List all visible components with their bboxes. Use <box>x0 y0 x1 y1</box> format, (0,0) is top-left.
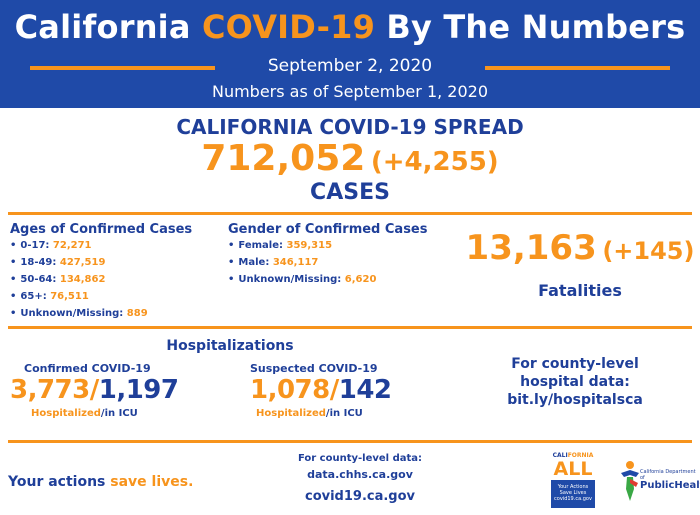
list-item: 50-64: 134,862 <box>10 271 148 288</box>
suspected-caption: Hospitalized/in ICU <box>256 408 363 419</box>
data-as-of: Numbers as of September 1, 2020 <box>211 82 489 101</box>
divider <box>8 440 692 443</box>
suspected-hospitalized: 1,078 <box>250 375 330 405</box>
spread-title: CALIFORNIA COVID-19 SPREAD <box>176 115 524 139</box>
list-item: Unknown/Missing: 889 <box>10 305 147 322</box>
suspected-icu: 142 <box>338 375 392 405</box>
title-accent: COVID-19 <box>201 8 376 46</box>
suspected-label: Suspected COVID-19 <box>250 362 378 375</box>
ages-title: Ages of Confirmed Cases <box>10 222 193 237</box>
list-item: Female: 359,315 <box>228 237 376 254</box>
cdph-figure-icon <box>621 461 639 501</box>
confirmed-icu: 1,197 <box>98 375 179 405</box>
cdph-logo: California Department of PublicHealth <box>618 455 700 510</box>
confirmed-hospitalized: 3,773 <box>10 375 90 405</box>
hospital-link[interactable]: bit.ly/hospitalsca <box>507 392 643 408</box>
fatalities-delta: (+145) <box>602 237 695 265</box>
fatalities-label: Fatalities <box>538 281 622 300</box>
confirmed-figures: 3,773/1,197 <box>10 375 179 405</box>
county-data-link[interactable]: data.chhs.ca.gov <box>307 468 413 481</box>
cases-label: CASES <box>310 180 390 205</box>
hospitalizations-title: Hospitalizations <box>166 338 294 354</box>
list-item: 18-49: 427,519 <box>10 254 148 271</box>
header-banner: California COVID-19 By The Numbers Septe… <box>0 0 700 108</box>
divider <box>8 212 692 215</box>
page-title: California COVID-19 By The Numbers <box>0 8 700 46</box>
fatalities-count: 13,163 (+145) <box>465 228 695 268</box>
gender-list: Female: 359,315 Male: 346,117 Unknown/Mi… <box>228 237 376 288</box>
cases-delta: (+4,255) <box>370 147 499 177</box>
actions-tagline: Your actions save lives. <box>8 474 194 490</box>
divider <box>8 326 692 329</box>
title-part2: By The Numbers <box>386 8 686 46</box>
list-item: 65+: 76,511 <box>10 288 148 305</box>
fatalities-value: 13,163 <box>465 228 597 268</box>
site-link[interactable]: covid19.ca.gov <box>304 489 416 504</box>
gender-title: Gender of Confirmed Cases <box>228 222 428 237</box>
ages-list: 0-17: 72,271 18-49: 427,519 50-64: 134,8… <box>10 237 148 322</box>
cases-count: 712,052 (+4,255) <box>0 138 700 179</box>
county-line2: hospital data: <box>520 374 630 390</box>
cases-value: 712,052 <box>201 138 366 179</box>
title-part1: California <box>14 8 191 46</box>
county-data-label: For county-level data: <box>297 453 423 464</box>
suspected-figures: 1,078/142 <box>250 375 392 405</box>
list-item: 0-17: 72,271 <box>10 237 148 254</box>
report-date: September 2, 2020 <box>267 56 433 76</box>
header-divider-right <box>485 66 670 70</box>
confirmed-caption: Hospitalized/in ICU <box>31 408 138 419</box>
county-hospital-info: For county-level hospital data: bit.ly/h… <box>480 355 670 409</box>
header-divider-left <box>30 66 215 70</box>
list-item: Unknown/Missing: 6,620 <box>228 271 376 288</box>
county-line1: For county-level <box>511 356 639 372</box>
confirmed-label: Confirmed COVID-19 <box>24 362 151 375</box>
california-all-logo: CALIFORNIA ALL Your Actions Save Lives c… <box>545 450 601 512</box>
list-item: Male: 346,117 <box>228 254 376 271</box>
